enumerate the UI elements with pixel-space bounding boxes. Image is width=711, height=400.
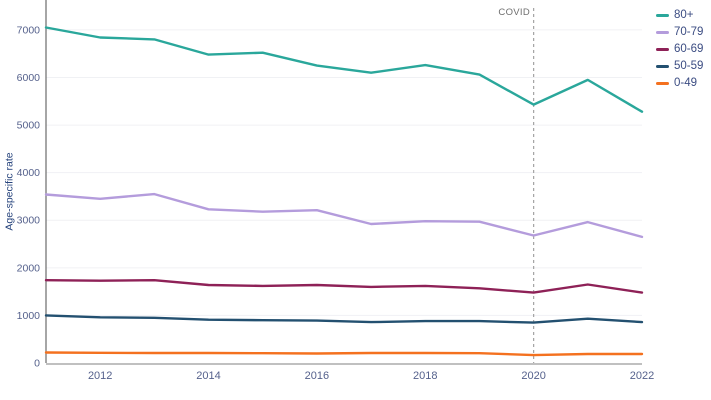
legend-label: 50-59 bbox=[674, 60, 704, 72]
x-tick-label: 2014 bbox=[196, 370, 220, 382]
x-tick-label: 2020 bbox=[521, 370, 545, 382]
y-tick-label: 4000 bbox=[17, 167, 41, 179]
y-tick-label: 2000 bbox=[17, 262, 41, 274]
series-line-80+ bbox=[44, 26, 644, 113]
legend: 80+ 70-79 60-69 50-59 0-49 bbox=[656, 8, 703, 93]
legend-label: 60-69 bbox=[674, 43, 704, 55]
legend-item-80+[interactable]: 80+ bbox=[656, 8, 703, 22]
y-tick-label: 3000 bbox=[17, 215, 41, 227]
series-line-0-49 bbox=[44, 351, 644, 357]
x-tick-label: 2016 bbox=[305, 370, 329, 382]
legend-item-70-79[interactable]: 70-79 bbox=[656, 25, 703, 39]
legend-label: 0-49 bbox=[674, 77, 698, 89]
covid-annotation-label: COVID bbox=[498, 7, 530, 18]
legend-label: 70-79 bbox=[674, 26, 704, 38]
y-tick-label: 7000 bbox=[17, 24, 41, 36]
y-tick-label: 0 bbox=[34, 358, 40, 370]
plot-area[interactable] bbox=[46, 8, 642, 363]
legend-item-50-59[interactable]: 50-59 bbox=[656, 59, 703, 73]
x-tick-label: 2012 bbox=[88, 370, 112, 382]
series-line-50-59 bbox=[44, 314, 644, 324]
legend-swatch-icon bbox=[656, 30, 669, 34]
series-line-60-69 bbox=[44, 279, 644, 294]
y-axis-title: Age-specific rate bbox=[3, 152, 16, 231]
y-tick-label: 5000 bbox=[17, 120, 41, 132]
legend-label: 80+ bbox=[674, 9, 694, 21]
legend-swatch-icon bbox=[656, 47, 669, 51]
legend-swatch-icon bbox=[656, 13, 669, 17]
y-tick-label: 1000 bbox=[17, 310, 41, 322]
legend-swatch-icon bbox=[656, 81, 669, 85]
legend-swatch-icon bbox=[656, 64, 669, 68]
series-line-70-79 bbox=[44, 192, 644, 239]
legend-item-60-69[interactable]: 60-69 bbox=[656, 42, 703, 56]
x-tick-label: 2022 bbox=[630, 370, 654, 382]
legend-item-0-49[interactable]: 0-49 bbox=[656, 76, 703, 90]
y-tick-label: 6000 bbox=[17, 72, 41, 84]
x-tick-label: 2018 bbox=[413, 370, 437, 382]
